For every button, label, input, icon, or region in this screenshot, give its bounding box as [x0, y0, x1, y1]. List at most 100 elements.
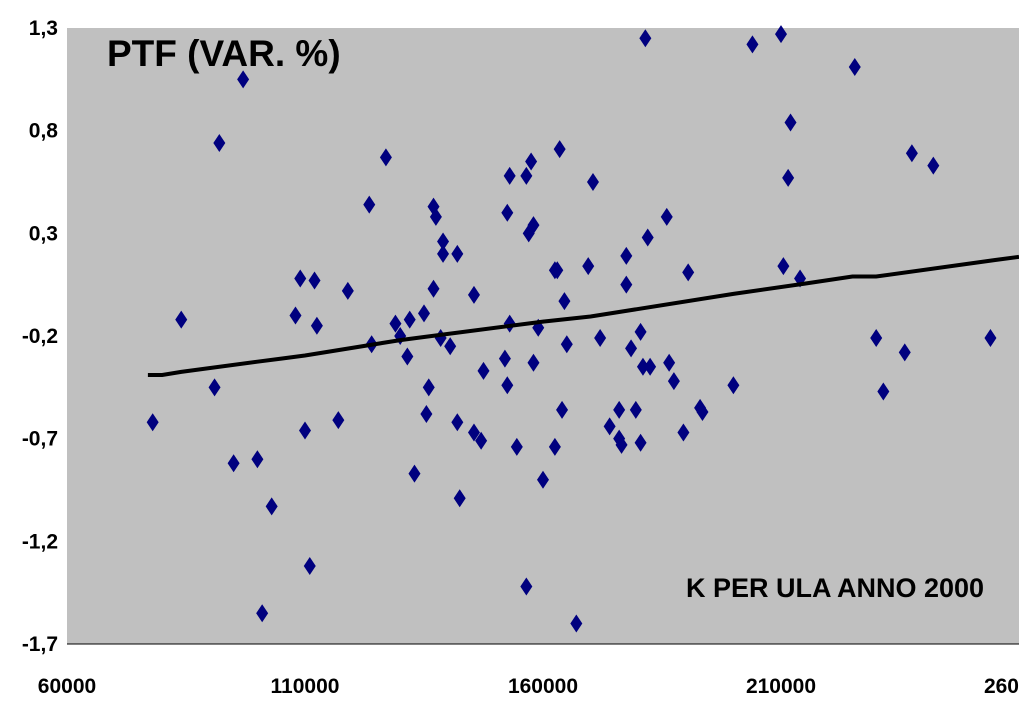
data-point [520, 166, 533, 185]
x-tick-label: 110000 [271, 675, 340, 698]
data-point [636, 357, 649, 376]
data-point [613, 400, 626, 419]
data-point [427, 279, 440, 298]
data-point [898, 343, 911, 362]
data-point [227, 454, 240, 473]
data-point [146, 413, 159, 432]
data-point [594, 329, 607, 348]
data-point [782, 168, 795, 187]
data-point [453, 489, 466, 508]
data-point [870, 329, 883, 348]
data-point [615, 435, 628, 454]
data-point [501, 376, 514, 395]
data-point [644, 357, 657, 376]
data-point [237, 70, 250, 89]
data-point [634, 322, 647, 341]
data-point [660, 207, 673, 226]
data-point [727, 376, 740, 395]
data-point [451, 244, 464, 263]
data-point [332, 411, 345, 430]
data-point [251, 450, 264, 469]
data-point [477, 361, 490, 380]
data-point [175, 310, 188, 329]
data-point [620, 246, 633, 265]
data-point [527, 353, 540, 372]
data-point [586, 173, 599, 191]
data-point [341, 281, 354, 300]
x-tick-label: 260000 [984, 675, 1019, 698]
data-point [294, 269, 307, 288]
data-point [582, 257, 595, 276]
data-point [784, 113, 797, 132]
data-point [289, 306, 302, 325]
data-point [667, 372, 680, 391]
data-point [620, 275, 633, 294]
data-point [677, 423, 690, 442]
data-point [558, 292, 571, 311]
data-point [848, 58, 861, 77]
x-axis-label: K PER ULA ANNO 2000 [686, 573, 984, 603]
data-point [551, 261, 564, 280]
data-point [422, 378, 435, 397]
y-tick-label: 0,8 [29, 120, 59, 143]
data-point [467, 285, 480, 304]
data-point [556, 400, 569, 419]
data-point [510, 437, 523, 456]
y-tick-label: -1,2 [22, 530, 58, 553]
data-point [905, 144, 918, 163]
data-point [475, 431, 488, 450]
x-tick-label: 60000 [38, 675, 96, 698]
y-tick-label: -1,7 [22, 633, 58, 656]
data-point [401, 347, 414, 366]
data-point [299, 421, 311, 440]
data-point [467, 423, 480, 442]
data-point [682, 263, 695, 282]
data-point [527, 216, 540, 235]
data-point [501, 203, 514, 222]
trendline [147, 254, 1019, 377]
y-tick-label: -0,2 [22, 325, 58, 348]
data-point [537, 470, 549, 489]
data-point [984, 329, 997, 348]
data-point [389, 314, 402, 333]
y-tick-label: 0,3 [29, 222, 58, 245]
data-point [498, 349, 511, 368]
data-point [208, 378, 221, 397]
data-point [437, 244, 450, 263]
y-tick-label: 1,3 [29, 17, 58, 40]
data-point [308, 271, 321, 290]
data-point [379, 148, 392, 167]
data-point [634, 433, 647, 452]
data-point [213, 133, 226, 152]
data-point [363, 195, 376, 214]
data-point [777, 257, 790, 276]
data-point [503, 166, 516, 185]
data-point [437, 232, 450, 251]
x-tick-label: 160000 [508, 675, 578, 698]
data-point [548, 437, 561, 456]
data-point [877, 382, 890, 401]
data-point [629, 400, 642, 419]
data-point [403, 310, 416, 329]
data-point [444, 337, 457, 356]
data-point [408, 464, 421, 483]
data-point [525, 152, 538, 171]
data-point [927, 156, 940, 175]
x-tick-label: 210000 [746, 675, 816, 698]
data-point [775, 25, 787, 44]
data-point [746, 35, 759, 54]
plot-area [67, 28, 1019, 644]
data-point [560, 335, 573, 354]
y-tick-label: -0,7 [22, 428, 58, 451]
data-point [694, 398, 707, 417]
data-point [639, 29, 652, 48]
data-point [310, 316, 323, 335]
data-point [553, 140, 566, 159]
data-point [420, 405, 433, 424]
data-point [418, 304, 430, 323]
data-point [603, 417, 616, 436]
data-point [625, 339, 638, 358]
data-point [520, 577, 533, 596]
data-point [641, 228, 654, 247]
